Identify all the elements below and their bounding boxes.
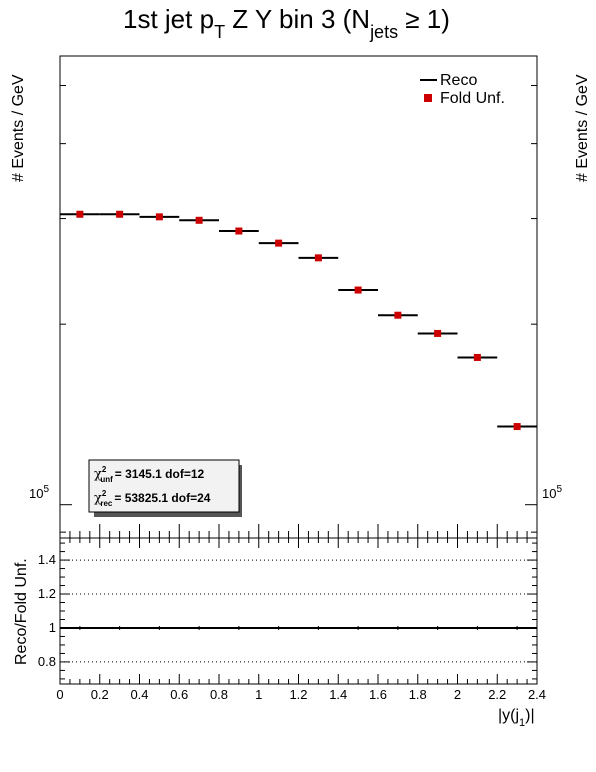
lower-x-tick-label: 0.6 (170, 687, 188, 702)
fold-unf-point (155, 213, 163, 221)
lower-x-tick-label: 2.4 (528, 687, 546, 702)
lower-plot-marks (60, 625, 537, 630)
fold-unf-point (354, 286, 362, 294)
chart-title: 1st jet pT Z Y bin 3 (Njets ≥ 1) (123, 4, 450, 42)
upper-y-tick-label-right: 105 (542, 484, 562, 501)
lower-x-tick-label: 0.4 (130, 687, 148, 702)
lower-y-axis-title: Reco/Fold Unf. (13, 558, 30, 665)
legend-reco-label: Reco (440, 72, 477, 89)
lower-axis-ticks (59, 538, 538, 684)
chi2-stats-box: χ2 unf = 3145.1 dof=12 χ2 rec = 53825.1 dof=… (88, 459, 242, 517)
chi2-rec-text: χ2 rec = 53825.1 dof=24 (94, 489, 211, 508)
fold-unf-point (195, 216, 203, 224)
stats-box-background (88, 459, 240, 513)
fold-unf-point (235, 227, 243, 235)
legend: Reco Fold Unf. (420, 72, 505, 107)
lower-y-tick-label: 1.4 (38, 552, 56, 567)
lower-x-axis-title: |y(j1)| (498, 707, 535, 729)
lower-y-tick-label: 0.8 (38, 654, 56, 669)
upper-plot-marks (60, 210, 537, 431)
fold-unf-point (473, 353, 481, 361)
fold-unf-point (513, 423, 521, 431)
fold-unf-point (76, 210, 84, 218)
upper-y-tick-label: 105 (29, 484, 49, 501)
lower-plot-frame (59, 537, 538, 685)
fold-unf-point (314, 254, 322, 262)
lower-x-tick-label: 1.6 (369, 687, 387, 702)
lower-x-tick-label: 0.8 (210, 687, 228, 702)
lower-x-tick-label: 1.2 (289, 687, 307, 702)
legend-fold-label: Fold Unf. (440, 90, 505, 107)
upper-y-axis-title: # Events / GeV (10, 74, 27, 182)
lower-x-tick-label: 2 (454, 687, 461, 702)
lower-x-tick-label: 1.4 (329, 687, 347, 702)
chi2-unf-text: χ2 unf = 3145.1 dof=12 (94, 465, 204, 484)
fold-unf-point (394, 311, 402, 319)
lower-x-tick-label: 0 (56, 687, 63, 702)
legend-fold-marker (424, 94, 432, 102)
lower-x-tick-label: 1 (255, 687, 262, 702)
lower-x-tick-label: 1.8 (409, 687, 427, 702)
lower-y-tick-label: 1.2 (38, 586, 56, 601)
upper-axis-ticks (59, 85, 538, 538)
lower-grid (60, 559, 537, 663)
upper-y-axis-title-right: # Events / GeV (574, 74, 591, 182)
fold-unf-point (275, 239, 283, 247)
fold-unf-point (116, 210, 124, 218)
lower-x-tick-label: 2.2 (488, 687, 506, 702)
fold-unf-point (434, 329, 442, 337)
lower-tick-labels: 0.8 1 1.2 1.4 0 0.2 0.4 0.6 0.8 1 1.2 1.4 1.6 1.8 2 2.2… (38, 552, 546, 702)
lower-x-tick-label: 0.2 (91, 687, 109, 702)
lower-y-tick-label: 1 (49, 620, 56, 635)
